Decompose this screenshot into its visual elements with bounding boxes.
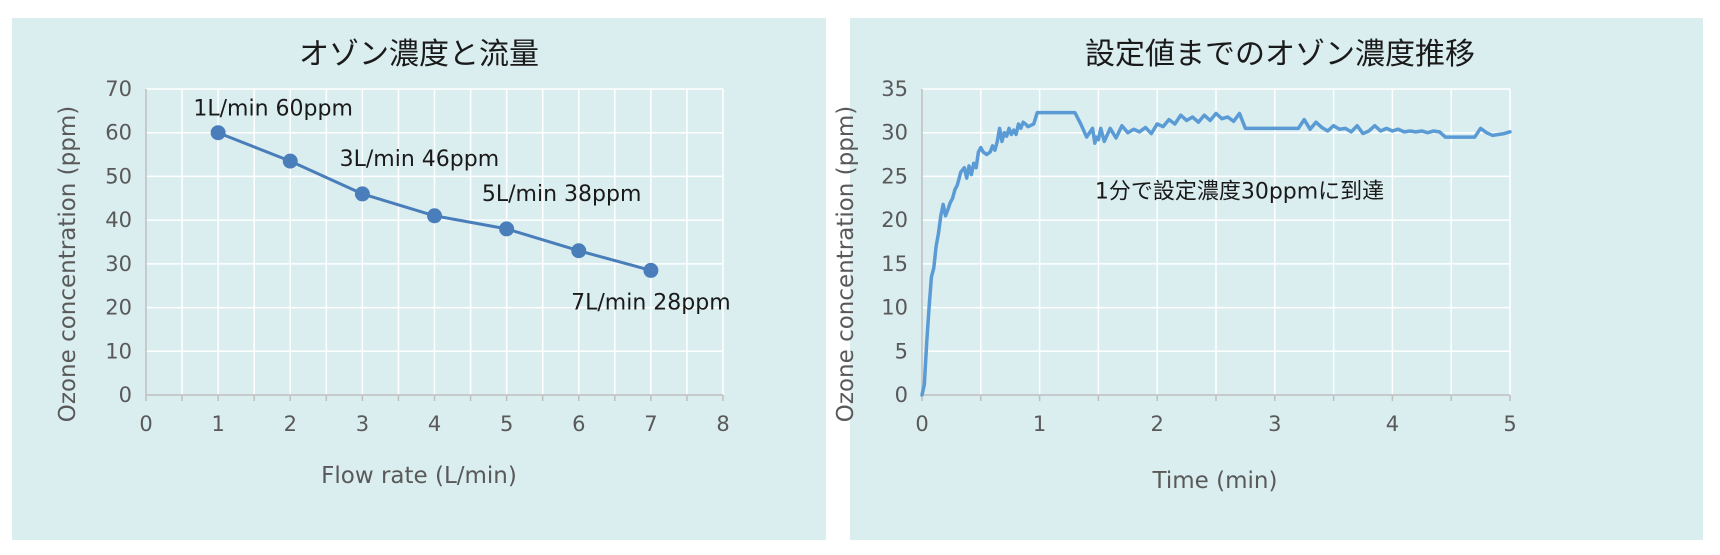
data-point <box>427 208 442 224</box>
x-tick-label: 3 <box>356 412 369 436</box>
data-point <box>282 153 298 169</box>
x-tick-label: 0 <box>139 412 152 436</box>
x-tick-label: 0 <box>915 412 928 436</box>
x-tick-label: 3 <box>1268 412 1281 436</box>
x-tick-label: 1 <box>1033 412 1046 436</box>
y-tick-label: 0 <box>119 383 132 407</box>
y-tick-label: 30 <box>105 252 132 276</box>
flow-rate-chart: オゾン濃度と流量 Flow rate (L/min) Ozone concent… <box>55 37 731 489</box>
data-point <box>354 186 370 202</box>
flow-rate-chart-panel: オゾン濃度と流量 Flow rate (L/min) Ozone concent… <box>12 18 826 540</box>
x-tick-label: 7 <box>644 412 657 436</box>
y-tick-label: 30 <box>881 121 908 145</box>
y-axis-title: Ozone concentration (ppm) <box>833 106 859 422</box>
data-label: 5L/min 38ppm <box>482 182 642 207</box>
data-point <box>499 221 515 237</box>
y-tick-label: 60 <box>105 121 132 145</box>
y-tick-label: 35 <box>881 77 908 101</box>
series-line <box>920 110 1512 397</box>
time-chart: 設定値までのオゾン濃度推移 Time (min) Ozone concentra… <box>833 37 1517 494</box>
data-point <box>210 125 226 141</box>
y-tick-label: 10 <box>105 339 132 363</box>
x-tick-label: 5 <box>500 412 513 436</box>
x-axis-title: Time (min) <box>1152 468 1278 494</box>
y-tick-label: 5 <box>895 339 908 363</box>
x-tick-label: 1 <box>211 412 224 436</box>
x-tick-label: 2 <box>1151 412 1164 436</box>
x-tick-label: 2 <box>284 412 297 436</box>
time-chart-panel: 設定値までのオゾン濃度推移 Time (min) Ozone concentra… <box>833 18 1703 540</box>
y-tick-label: 70 <box>105 77 132 101</box>
chart-title: オゾン濃度と流量 <box>299 37 539 72</box>
y-tick-label: 10 <box>881 296 908 320</box>
y-tick-label: 20 <box>105 296 132 320</box>
x-tick-label: 8 <box>716 412 729 436</box>
x-tick-label: 4 <box>428 412 441 436</box>
y-tick-label: 25 <box>881 164 908 188</box>
data-label: 1分で設定濃度30ppmに到達 <box>1095 179 1384 204</box>
data-label: 3L/min 46ppm <box>340 147 500 172</box>
chart-title: 設定値までのオゾン濃度推移 <box>1085 37 1475 72</box>
data-point <box>643 262 659 278</box>
x-axis-title: Flow rate (L/min) <box>321 463 517 489</box>
y-tick-label: 20 <box>881 208 908 232</box>
y-axis-title: Ozone concentration (ppm) <box>55 106 81 422</box>
y-tick-label: 0 <box>895 383 908 407</box>
data-label: 7L/min 28ppm <box>571 290 731 315</box>
x-tick-label: 6 <box>572 412 585 436</box>
y-tick-label: 40 <box>105 208 132 232</box>
x-tick-label: 4 <box>1386 412 1399 436</box>
y-tick-label: 50 <box>105 164 132 188</box>
data-point <box>571 243 587 259</box>
y-tick-label: 15 <box>881 252 908 276</box>
x-tick-label: 5 <box>1503 412 1516 436</box>
data-label: 1L/min 60ppm <box>193 97 353 122</box>
